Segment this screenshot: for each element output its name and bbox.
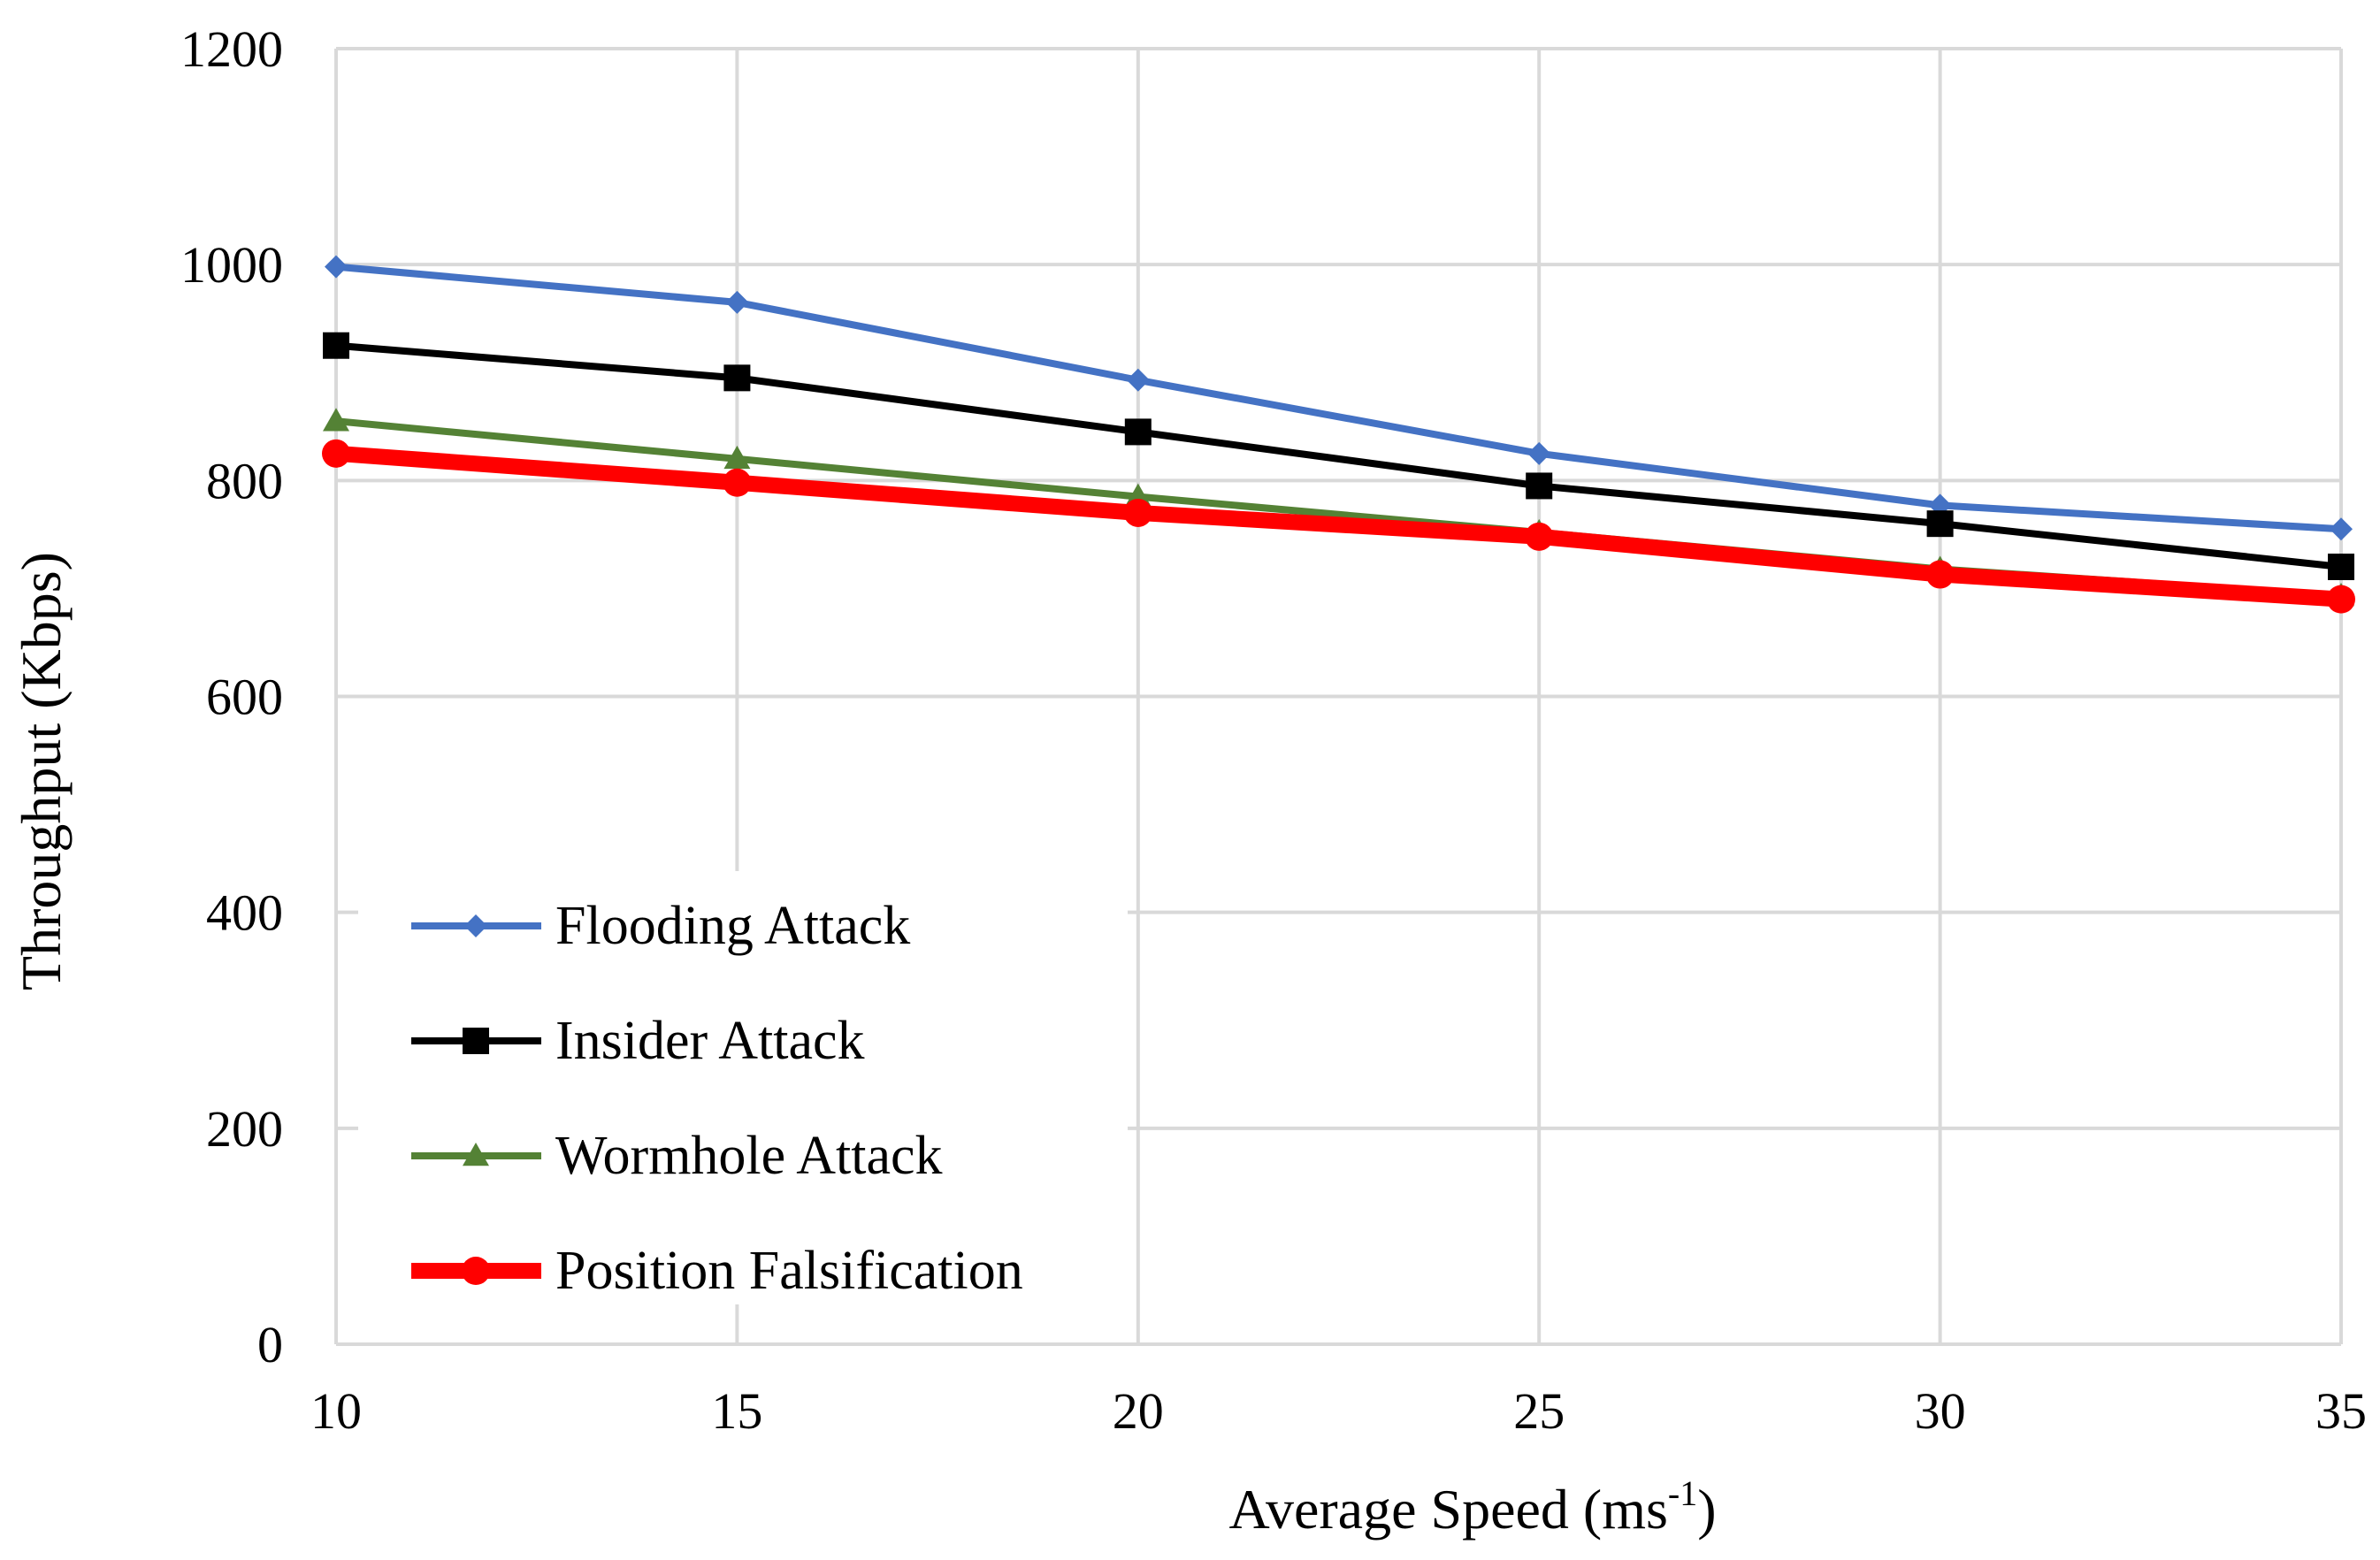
y-tick-label: 200 (206, 1100, 283, 1158)
data-point (723, 364, 751, 392)
data-point (2328, 554, 2354, 580)
series-group (322, 255, 2355, 614)
x-tick-label: 25 (1513, 1382, 1565, 1440)
data-point (1926, 510, 1954, 538)
y-axis-title: Throughput (Kbps) (10, 552, 73, 990)
series-line (328, 445, 2349, 608)
y-tick-label: 400 (206, 884, 283, 942)
legend-item: Flooding Attack (411, 896, 910, 956)
legend-background (358, 871, 1128, 1304)
legend-label: Flooding Attack (555, 896, 910, 956)
x-axis-title: Average Speed (ms-1) (1228, 1473, 1716, 1541)
data-point (723, 445, 751, 470)
y-tick-label: 1200 (180, 20, 283, 78)
data-point (1126, 368, 1150, 392)
data-point (1526, 472, 1553, 500)
legend-label: Position Falsification (555, 1241, 1023, 1301)
legend-label: Insider Attack (555, 1011, 865, 1071)
legend-item: Position Falsification (411, 1241, 1023, 1301)
y-tick-label: 0 (257, 1316, 283, 1373)
legend-label: Wormhole Attack (555, 1126, 943, 1186)
x-tick-label: 20 (1113, 1382, 1164, 1440)
y-tick-label: 1000 (180, 236, 283, 294)
legend-item: Insider Attack (411, 1011, 865, 1071)
data-point (322, 439, 350, 468)
data-point (1525, 522, 1554, 551)
x-tick-label: 35 (2315, 1382, 2367, 1440)
x-axis-title-main: Average Speed (ms (1228, 1478, 1667, 1541)
series-insider-attack (323, 332, 2354, 580)
data-point (323, 408, 349, 432)
y-tick-label: 800 (206, 452, 283, 509)
data-point (725, 290, 749, 314)
data-point (323, 332, 349, 359)
x-axis-ticks: 10 15 20 25 30 35 (310, 1382, 2367, 1440)
legend: Flooding Attack Insider Attack Wormhole At… (358, 871, 1128, 1304)
data-point (2330, 517, 2353, 541)
data-point (1124, 418, 1152, 446)
series-line (333, 341, 2345, 570)
x-axis-title-suffix: ) (1697, 1478, 1716, 1541)
legend-swatch-marker (464, 914, 487, 937)
legend-swatch-marker (463, 1028, 489, 1054)
data-point (723, 468, 752, 497)
series-position-falsification (322, 439, 2355, 614)
legend-item: Wormhole Attack (411, 1126, 943, 1186)
x-tick-label: 10 (310, 1382, 362, 1440)
data-point (1925, 560, 1955, 589)
legend-swatch-marker (462, 1257, 490, 1285)
series-flooding-attack (325, 255, 2353, 541)
data-point (2327, 585, 2355, 614)
legend-swatch-marker (463, 1143, 489, 1166)
data-point (325, 255, 348, 279)
data-point (1527, 441, 1551, 465)
y-tick-label: 600 (206, 669, 283, 726)
y-axis-ticks: 0 200 400 600 800 1000 1200 (180, 20, 283, 1373)
x-tick-label: 30 (1915, 1382, 1966, 1440)
series-line (333, 263, 2345, 533)
data-point (1123, 498, 1152, 527)
x-tick-label: 15 (711, 1382, 762, 1440)
x-axis-title-superscript: -1 (1668, 1473, 1697, 1513)
